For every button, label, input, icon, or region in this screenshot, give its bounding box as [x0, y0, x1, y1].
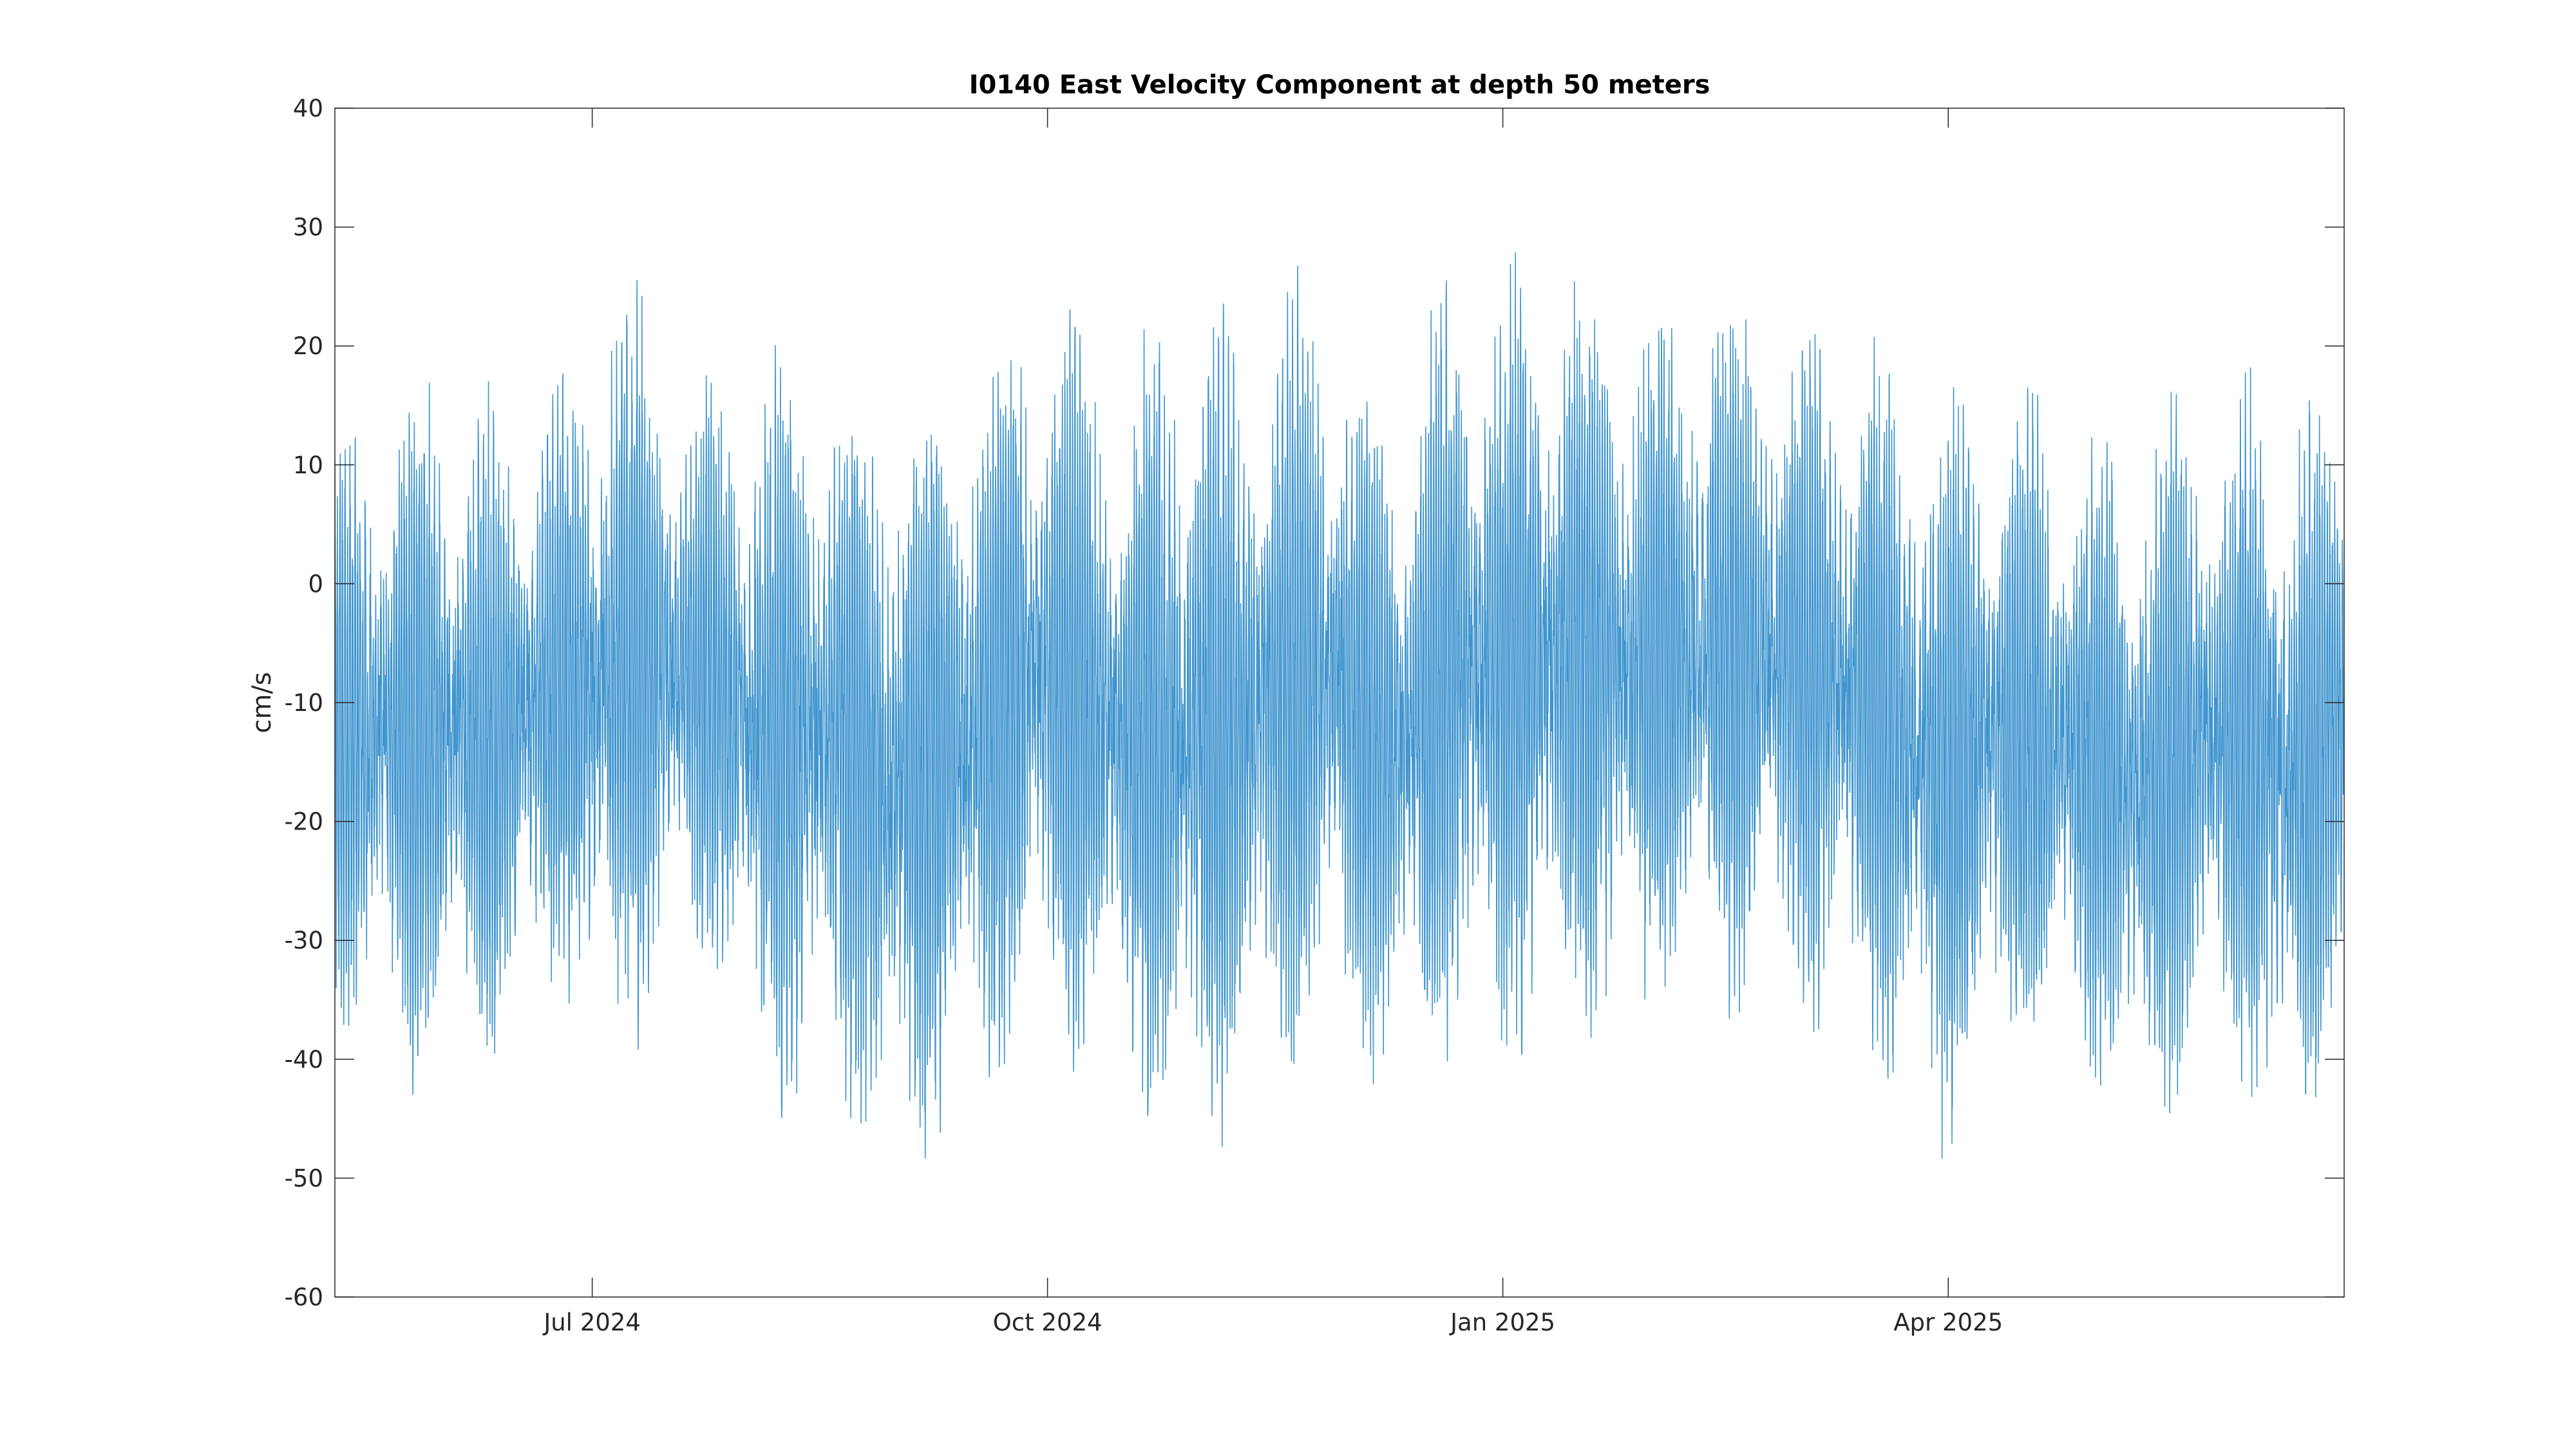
y-tick-label: 30 — [293, 214, 323, 242]
y-tick-label: 20 — [293, 332, 323, 360]
x-tick-label: Jul 2024 — [542, 1309, 641, 1336]
y-tick-label: -50 — [285, 1164, 323, 1192]
y-tick-label: 0 — [308, 570, 323, 598]
y-tick-label: -40 — [285, 1046, 323, 1074]
chart-title: I0140 East Velocity Component at depth 5… — [969, 70, 1710, 100]
y-tick-label: -30 — [285, 927, 323, 954]
x-tick-label: Jan 2025 — [1449, 1309, 1555, 1336]
series-line — [335, 252, 2344, 1159]
x-tick-label: Apr 2025 — [1893, 1309, 2003, 1336]
ticks-layer: 40 30 20 10 0 -10 -20 -30 -40 -50 -60 Jul 2024 Oct 2… — [285, 95, 2344, 1336]
y-tick-label: -10 — [285, 689, 323, 717]
y-tick-label: -60 — [285, 1283, 323, 1311]
y-axis-label: cm/s — [247, 672, 277, 733]
y-tick-label: 40 — [293, 95, 323, 122]
x-tick-label: Oct 2024 — [993, 1309, 1103, 1336]
y-tick-label: -20 — [285, 808, 323, 836]
y-tick-label: 10 — [293, 451, 323, 479]
series-layer — [335, 252, 2344, 1159]
